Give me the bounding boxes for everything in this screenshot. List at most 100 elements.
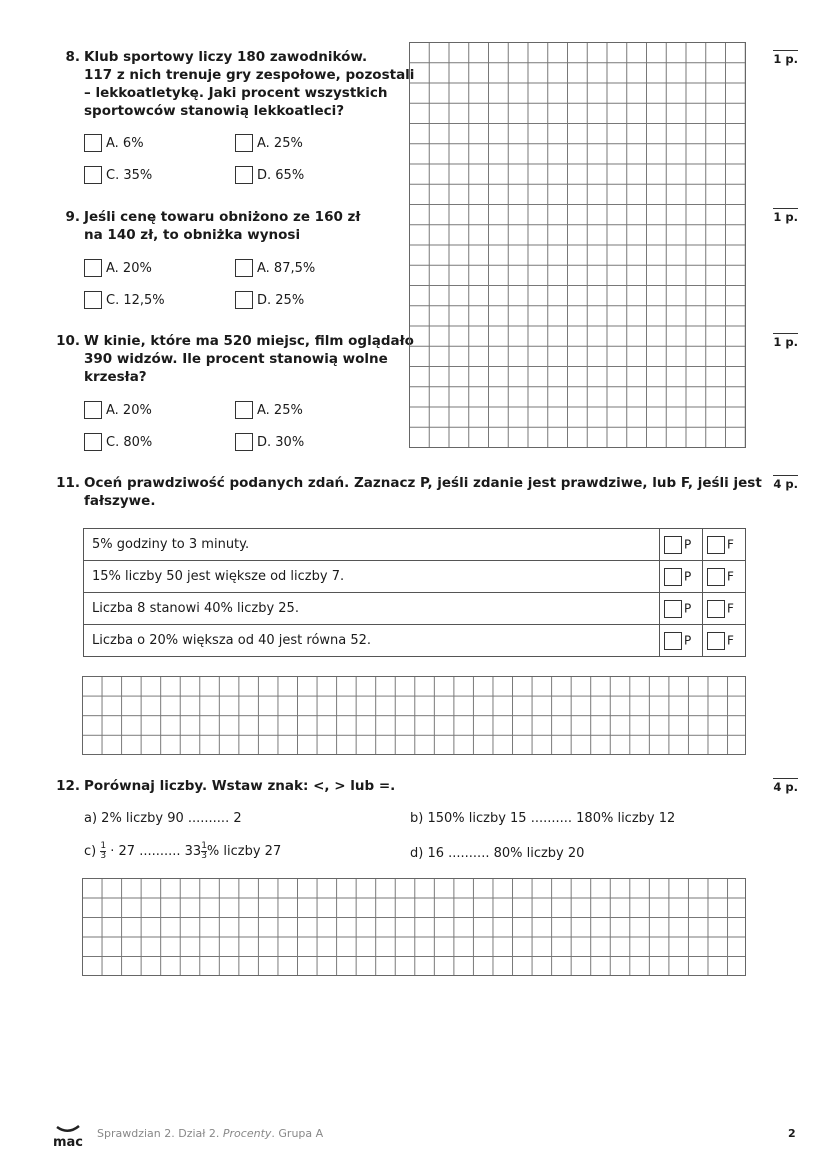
option-b[interactable]: A. 25% bbox=[235, 134, 303, 152]
checkbox[interactable] bbox=[84, 433, 102, 451]
checkbox[interactable] bbox=[84, 134, 102, 152]
question-number: 8. bbox=[65, 49, 80, 65]
option-label: D. 25% bbox=[257, 292, 305, 308]
f-option[interactable]: F bbox=[702, 560, 746, 593]
task-d: d) 16 .......... 80% liczby 20 bbox=[410, 846, 585, 861]
f-label: F bbox=[727, 633, 734, 647]
numerator: 1 bbox=[201, 841, 207, 852]
points-label: 4 p. bbox=[773, 778, 798, 794]
task-text: · 27 .......... 33 bbox=[110, 844, 202, 859]
f-option[interactable]: F bbox=[702, 624, 746, 657]
checkbox[interactable] bbox=[84, 291, 102, 309]
checkbox[interactable] bbox=[235, 401, 253, 419]
checkbox[interactable] bbox=[235, 134, 253, 152]
table-row: Liczba 8 stanowi 40% liczby 25. P F bbox=[83, 592, 746, 625]
f-option[interactable]: F bbox=[702, 528, 746, 561]
option-d[interactable]: D. 65% bbox=[235, 166, 304, 184]
footer-text: Sprawdzian 2. Dział 2. Procenty. Grupa A bbox=[97, 1127, 323, 1140]
option-label: C. 12,5% bbox=[106, 292, 165, 308]
checkbox[interactable] bbox=[84, 166, 102, 184]
checkbox[interactable] bbox=[707, 599, 725, 618]
footer-part: . Grupa A bbox=[271, 1127, 324, 1140]
option-label: C. 80% bbox=[106, 434, 153, 450]
checkbox[interactable] bbox=[235, 291, 253, 309]
p-option[interactable]: P bbox=[659, 592, 703, 625]
question-text: – lekkoatletykę. Jaki procent wszystkich bbox=[84, 85, 388, 101]
points-label: 1 p. bbox=[773, 50, 798, 66]
option-a[interactable]: A. 20% bbox=[84, 259, 152, 277]
option-a[interactable]: A. 20% bbox=[84, 401, 152, 419]
statement: 15% liczby 50 jest większe od liczby 7. bbox=[83, 560, 660, 593]
f-label: F bbox=[727, 601, 734, 615]
f-label: F bbox=[727, 537, 734, 551]
question-text: 390 widzów. Ile procent stanowią wolne bbox=[84, 351, 388, 367]
table-row: Liczba o 20% większa od 40 jest równa 52… bbox=[83, 624, 746, 657]
statement: Liczba o 20% większa od 40 jest równa 52… bbox=[83, 624, 660, 657]
option-a[interactable]: A. 6% bbox=[84, 134, 144, 152]
checkbox[interactable] bbox=[664, 631, 682, 650]
option-label: A. 25% bbox=[257, 402, 303, 418]
option-c[interactable]: C. 12,5% bbox=[84, 291, 165, 309]
question-text: krzesła? bbox=[84, 369, 147, 385]
denominator: 3 bbox=[100, 851, 107, 861]
checkbox[interactable] bbox=[235, 259, 253, 277]
option-label: D. 30% bbox=[257, 434, 305, 450]
question-text: sportowców stanowią lekkoatleci? bbox=[84, 103, 345, 119]
option-b[interactable]: A. 87,5% bbox=[235, 259, 315, 277]
checkbox[interactable] bbox=[707, 567, 725, 586]
question-text: na 140 zł, to obniżka wynosi bbox=[84, 227, 301, 243]
logo-text: mac bbox=[52, 1135, 84, 1150]
scratch-grid[interactable] bbox=[82, 878, 746, 976]
question-11: 11. Oceń prawdziwość podanych zdań. Zazn… bbox=[56, 474, 762, 510]
question-text: Jeśli cenę towaru obniżono ze 160 zł bbox=[84, 209, 361, 225]
option-label: A. 25% bbox=[257, 135, 303, 151]
checkbox[interactable] bbox=[235, 166, 253, 184]
question-number: 12. bbox=[56, 778, 80, 794]
scratch-grid[interactable] bbox=[82, 676, 746, 755]
question-text: Oceń prawdziwość podanych zdań. Zaznacz … bbox=[84, 475, 762, 491]
f-option[interactable]: F bbox=[702, 592, 746, 625]
task-label: c) bbox=[84, 844, 97, 859]
checkbox[interactable] bbox=[664, 567, 682, 586]
p-label: P bbox=[684, 537, 692, 551]
points-label: 4 p. bbox=[773, 475, 798, 491]
question-10: 10. W kinie, które ma 520 miejsc, film o… bbox=[56, 332, 414, 386]
publisher-logo: mac bbox=[52, 1118, 84, 1150]
bird-icon bbox=[56, 1125, 80, 1132]
points-label: 1 p. bbox=[773, 208, 798, 224]
question-text: W kinie, które ma 520 miejsc, film ogląd… bbox=[84, 333, 414, 349]
denominator: 3 bbox=[201, 851, 207, 861]
option-d[interactable]: D. 25% bbox=[235, 291, 304, 309]
checkbox[interactable] bbox=[707, 631, 725, 650]
p-option[interactable]: P bbox=[659, 624, 703, 657]
checkbox[interactable] bbox=[707, 535, 725, 554]
checkbox[interactable] bbox=[664, 535, 682, 554]
option-c[interactable]: C. 35% bbox=[84, 166, 152, 184]
task-b: b) 150% liczby 15 .......... 180% liczby… bbox=[410, 811, 676, 826]
table-row: 5% godziny to 3 minuty. P F bbox=[83, 528, 746, 561]
question-text: fałszywe. bbox=[84, 493, 156, 509]
question-text: 117 z nich trenuje gry zespołowe, pozost… bbox=[84, 67, 415, 83]
scratch-grid[interactable] bbox=[409, 42, 746, 448]
table-row: 15% liczby 50 jest większe od liczby 7. P… bbox=[83, 560, 746, 593]
task-text: % liczby 27 bbox=[206, 844, 282, 859]
option-label: A. 20% bbox=[106, 402, 152, 418]
option-b[interactable]: A. 25% bbox=[235, 401, 303, 419]
p-option[interactable]: P bbox=[659, 528, 703, 561]
statement: Liczba 8 stanowi 40% liczby 25. bbox=[83, 592, 660, 625]
page-number: 2 bbox=[788, 1127, 796, 1140]
checkbox[interactable] bbox=[664, 599, 682, 618]
checkbox[interactable] bbox=[84, 401, 102, 419]
option-c[interactable]: C. 80% bbox=[84, 433, 152, 451]
question-number: 11. bbox=[56, 475, 80, 491]
checkbox[interactable] bbox=[235, 433, 253, 451]
question-12: 12. Porównaj liczby. Wstaw znak: <, > lu… bbox=[56, 777, 395, 795]
p-option[interactable]: P bbox=[659, 560, 703, 593]
question-8: 8. Klub sportowy liczy 180 zawodników. 1… bbox=[65, 48, 415, 120]
checkbox[interactable] bbox=[84, 259, 102, 277]
f-label: F bbox=[727, 569, 734, 583]
option-d[interactable]: D. 30% bbox=[235, 433, 304, 451]
option-label: A. 87,5% bbox=[257, 260, 316, 276]
